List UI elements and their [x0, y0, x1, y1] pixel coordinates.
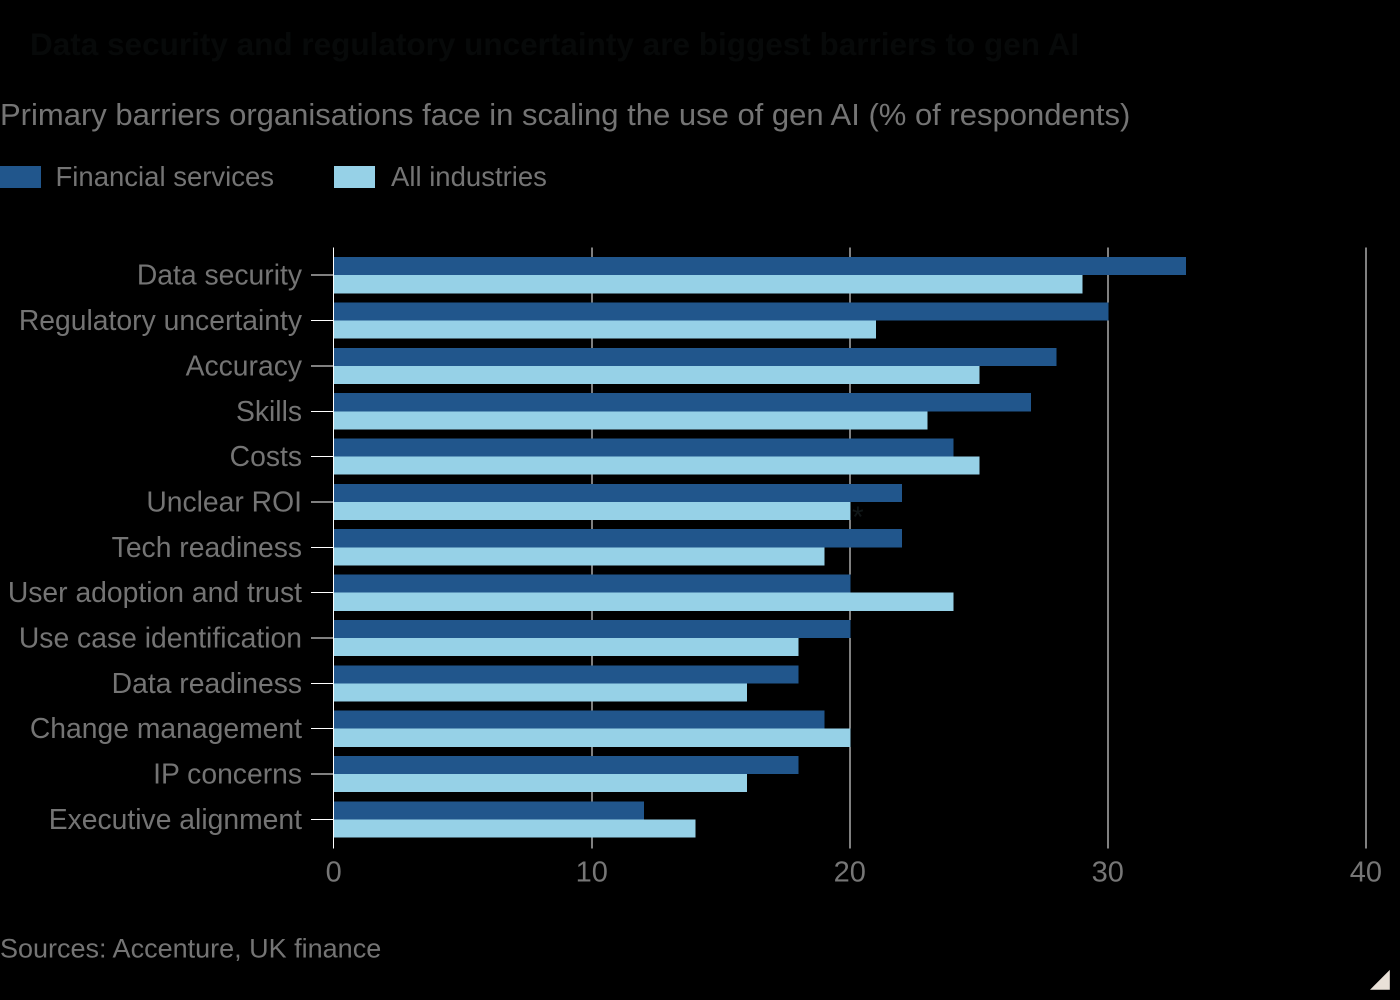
svg-text:User adoption and trust: User adoption and trust [8, 576, 302, 608]
svg-text:Accuracy: Accuracy [186, 349, 303, 381]
svg-text:IP concerns: IP concerns [153, 758, 302, 790]
svg-text:40: 40 [1350, 857, 1382, 889]
svg-text:Data readiness: Data readiness [112, 667, 302, 699]
svg-text:Primary barriers organisations: Primary barriers organisations face in s… [0, 97, 1130, 132]
svg-text:Tech readiness: Tech readiness [112, 531, 302, 563]
svg-text:Regulatory uncertainty: Regulatory uncertainty [19, 304, 303, 336]
svg-text:Change management: Change management [30, 712, 302, 744]
svg-text:Financial services: Financial services [56, 161, 275, 192]
svg-text:Skills: Skills [236, 395, 302, 427]
svg-text:All industries: All industries [391, 161, 547, 192]
svg-text:Use case identification: Use case identification [19, 622, 302, 654]
svg-text:Sources: Accenture, UK finance: Sources: Accenture, UK finance [0, 934, 381, 964]
svg-text:Data security: Data security [137, 259, 303, 291]
svg-text:Costs: Costs [230, 440, 302, 472]
svg-text:0: 0 [326, 857, 342, 889]
svg-text:Executive alignment: Executive alignment [49, 803, 302, 835]
svg-text:10: 10 [576, 857, 608, 889]
svg-text:Data security and regulatory u: Data security and regulatory uncertainty… [30, 26, 1079, 62]
svg-text:Unclear ROI: Unclear ROI [146, 485, 302, 517]
svg-text:20: 20 [834, 857, 866, 889]
svg-text:30: 30 [1092, 857, 1124, 889]
svg-text:*: * [852, 501, 864, 534]
